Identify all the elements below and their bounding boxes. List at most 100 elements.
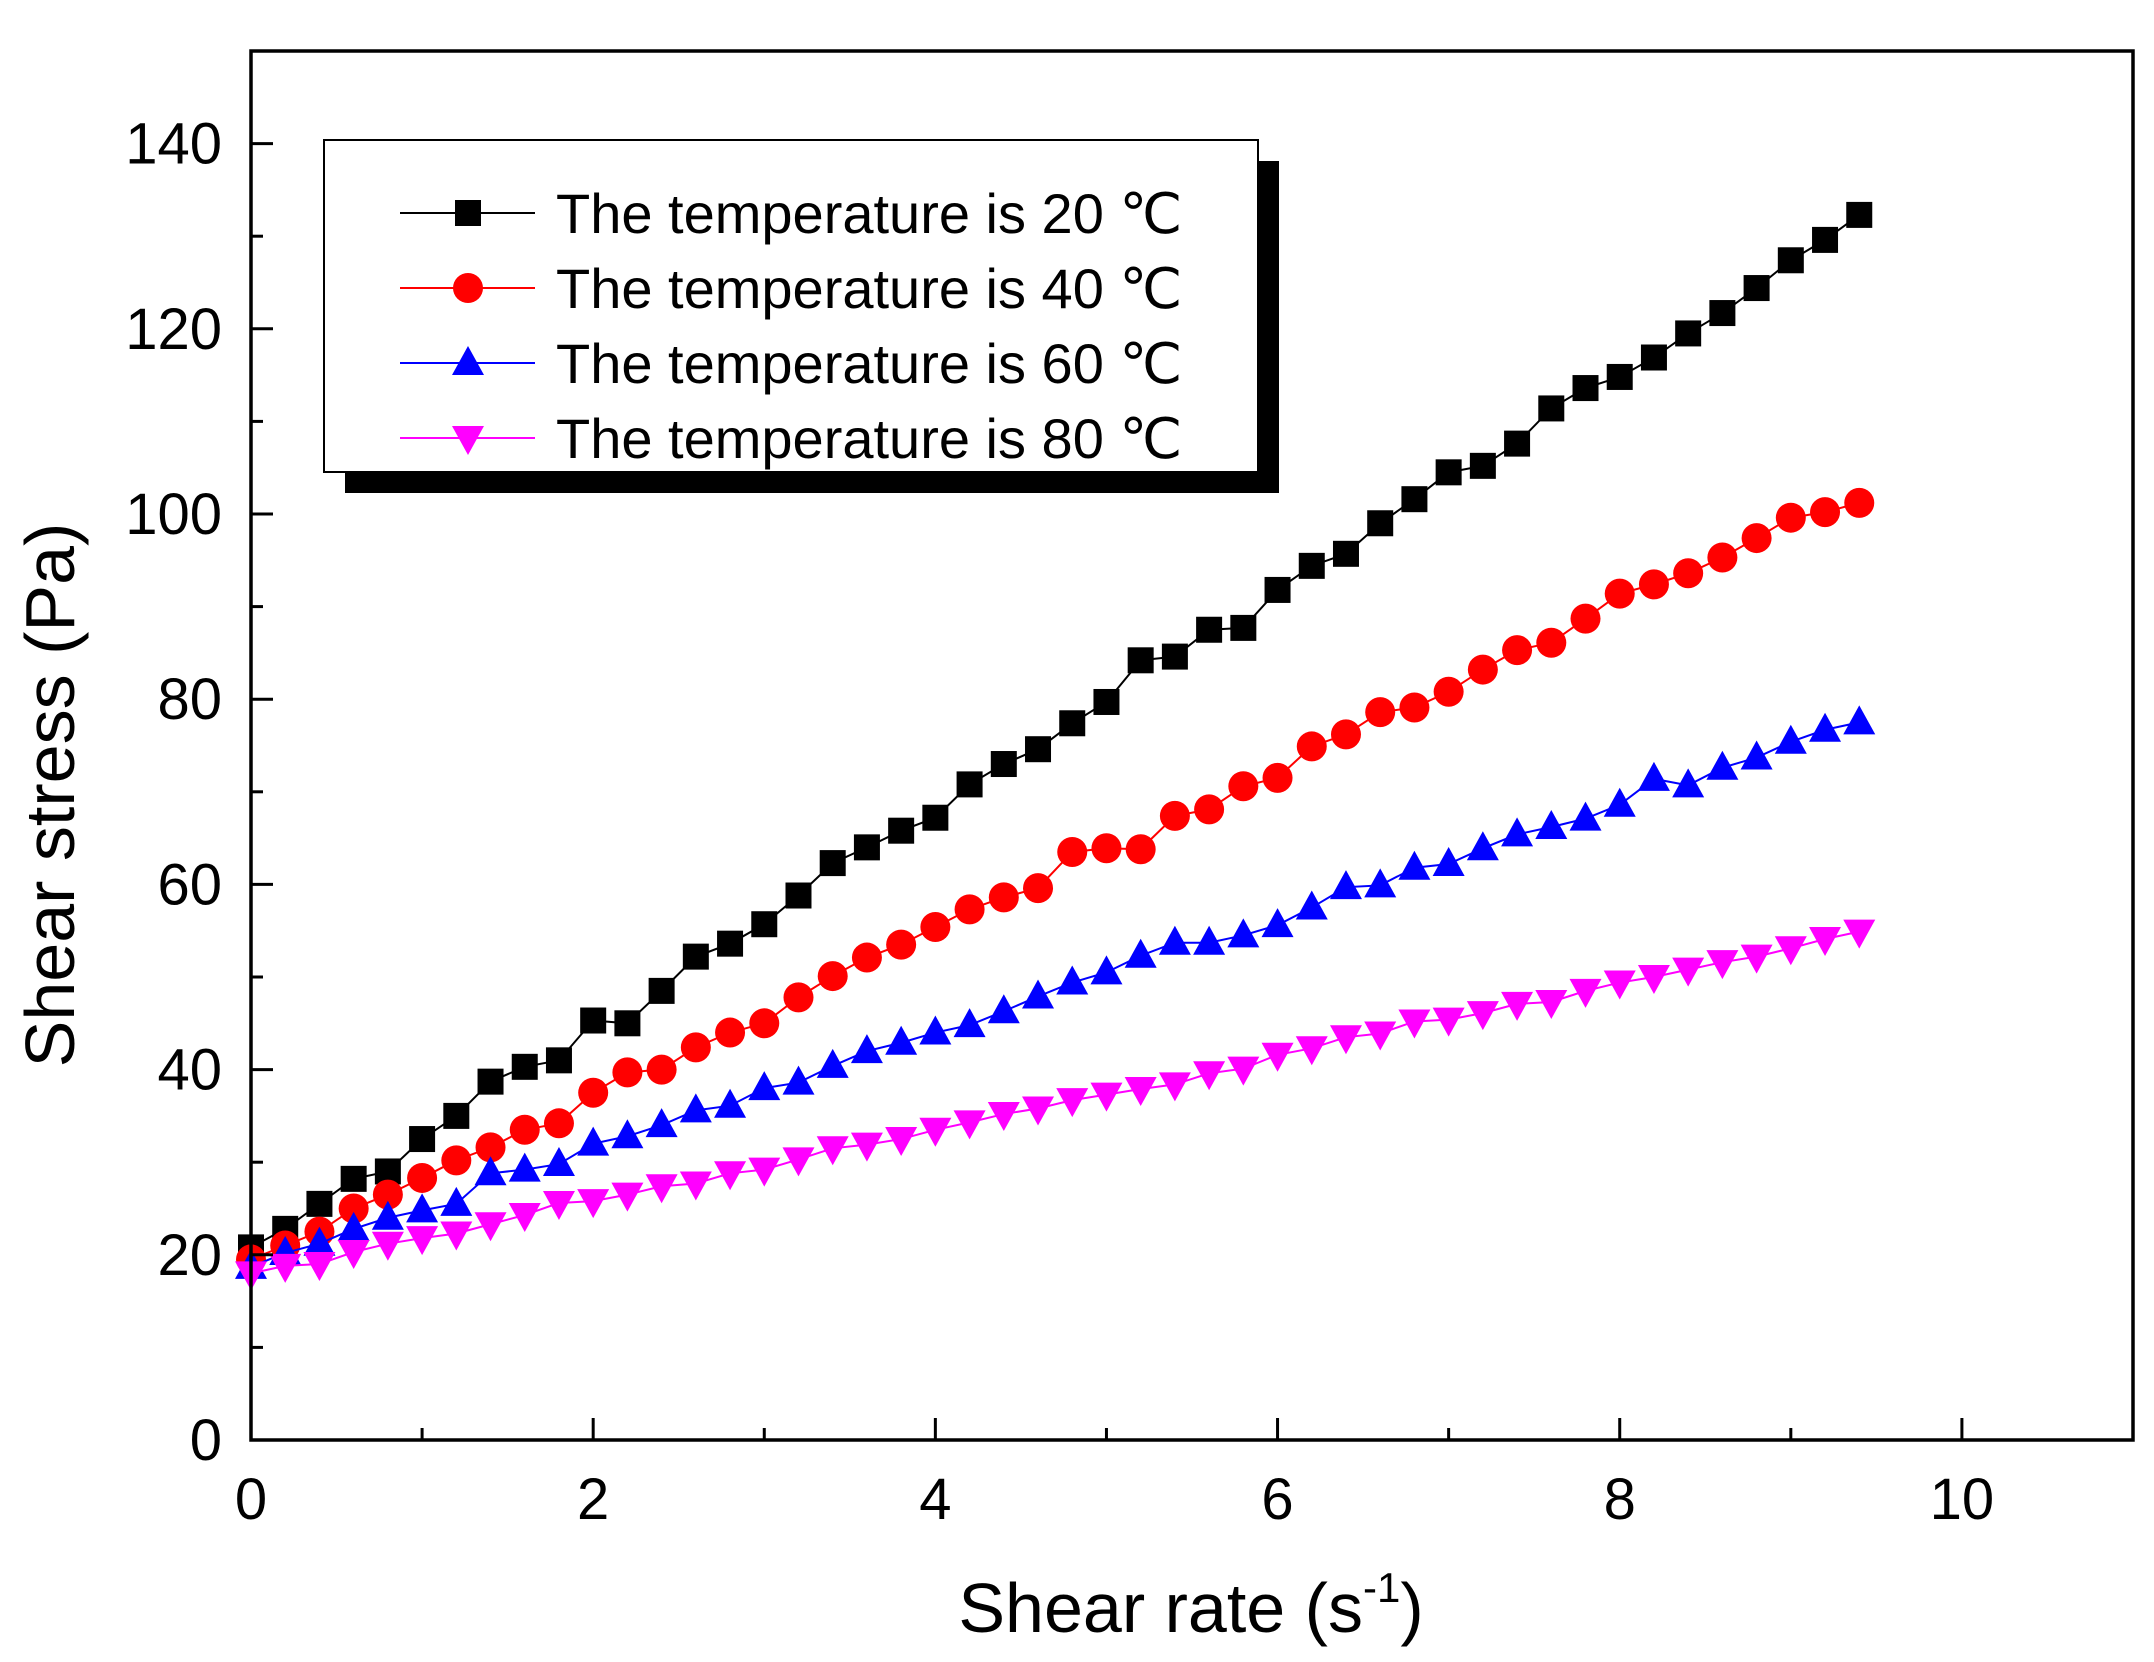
series-60c-point bbox=[337, 1211, 370, 1241]
series-40c-point bbox=[1810, 497, 1841, 528]
series-20c-point bbox=[1777, 247, 1804, 274]
series-20c-point bbox=[614, 1010, 641, 1037]
series-60c-point bbox=[1809, 712, 1842, 742]
series-40c-point bbox=[1604, 578, 1635, 609]
series-80c-point bbox=[1398, 1009, 1431, 1039]
series-80c-point bbox=[816, 1136, 849, 1166]
series-60c-point bbox=[1398, 850, 1431, 880]
x-tick-label: 0 bbox=[235, 1467, 267, 1532]
series-20c-point bbox=[853, 834, 880, 861]
series-60c-point bbox=[1227, 918, 1260, 948]
series-40c-point bbox=[1844, 487, 1875, 518]
series-60c-point bbox=[953, 1008, 986, 1038]
series-60c-point bbox=[1637, 761, 1670, 791]
series-80c-point bbox=[1295, 1036, 1328, 1066]
series-40c-point bbox=[1467, 654, 1498, 685]
series-60c-point bbox=[919, 1015, 952, 1045]
series-20c-point bbox=[340, 1165, 367, 1192]
y-tick-label: 0 bbox=[190, 1408, 222, 1473]
series-40c bbox=[236, 487, 1875, 1275]
legend-label-80c: The temperature is 80 ℃ bbox=[556, 407, 1182, 470]
series-40c-point bbox=[1330, 719, 1361, 750]
y-axis-title: Shear stress (Pa) bbox=[11, 523, 89, 1068]
series-60c-point bbox=[440, 1186, 473, 1216]
series-80c-point bbox=[1022, 1096, 1055, 1126]
series-40c-point bbox=[543, 1108, 574, 1139]
series-80c-point bbox=[885, 1127, 918, 1157]
legend-label-20c: The temperature is 20 ℃ bbox=[556, 182, 1182, 245]
series-60c-point bbox=[816, 1048, 849, 1078]
series-20c-point bbox=[1743, 275, 1770, 302]
series-40c-point bbox=[1502, 635, 1533, 666]
legend-box bbox=[323, 139, 1259, 473]
series-80c-point bbox=[714, 1161, 747, 1191]
series-60c-point bbox=[782, 1065, 815, 1095]
y-tick-label: 100 bbox=[125, 482, 222, 547]
series-80c-point bbox=[1637, 965, 1670, 994]
series-60c bbox=[235, 705, 1876, 1279]
series-80c-point bbox=[1706, 950, 1739, 980]
series-20c-point bbox=[545, 1047, 572, 1074]
series-60c-point bbox=[577, 1126, 610, 1156]
series-20c-point bbox=[1538, 395, 1565, 422]
series-40c-point bbox=[817, 961, 848, 992]
series-60c-point bbox=[508, 1152, 541, 1182]
series-80c-point bbox=[782, 1147, 815, 1177]
series-40c-point bbox=[1775, 502, 1806, 533]
x-tick-label: 10 bbox=[1930, 1467, 1995, 1532]
series-80c-point bbox=[953, 1110, 986, 1140]
series-40c-point bbox=[578, 1077, 609, 1108]
series-80c-point bbox=[1227, 1056, 1260, 1086]
series-40c-point bbox=[988, 882, 1019, 913]
series-20c-point bbox=[819, 850, 846, 877]
series-20c-point bbox=[1059, 710, 1086, 737]
series-80c-point bbox=[1466, 1001, 1499, 1031]
series-80c-point bbox=[1056, 1088, 1089, 1118]
series-40c-point bbox=[1399, 692, 1430, 723]
series-20c-point bbox=[1640, 344, 1667, 371]
series-40c-point bbox=[920, 911, 951, 942]
series-40c-point bbox=[851, 942, 882, 973]
series-20c-point bbox=[717, 930, 744, 957]
legend-marker-60c bbox=[452, 346, 484, 375]
series-40c-point bbox=[1228, 771, 1259, 802]
series-60c-point bbox=[645, 1108, 678, 1138]
series-80c-point bbox=[1535, 990, 1568, 1020]
series-20c-point bbox=[511, 1053, 538, 1080]
series-20c-point bbox=[1093, 688, 1120, 715]
series-60c-point bbox=[1740, 740, 1773, 770]
series-40c-point bbox=[1638, 569, 1669, 600]
series-20c-point bbox=[990, 751, 1017, 778]
series-20c-point bbox=[306, 1190, 333, 1217]
series-60c-point bbox=[1261, 908, 1294, 938]
series-80c-point bbox=[1364, 1021, 1397, 1051]
series-60c-point bbox=[1672, 768, 1705, 798]
series-20c-point bbox=[751, 911, 778, 938]
series-60c-point bbox=[406, 1193, 439, 1223]
series-20c-point bbox=[888, 817, 915, 844]
series-80c-point bbox=[1432, 1007, 1465, 1037]
series-80c-point bbox=[611, 1182, 644, 1212]
x-tick-label: 8 bbox=[1604, 1467, 1636, 1532]
series-80c-point bbox=[440, 1221, 473, 1251]
series-40c-point bbox=[407, 1162, 438, 1193]
series-40c-point bbox=[1091, 833, 1122, 864]
series-80c-point bbox=[1603, 970, 1636, 1000]
series-80c bbox=[235, 919, 1876, 1291]
series-80c-point bbox=[987, 1102, 1020, 1132]
series-80c-point bbox=[1124, 1077, 1157, 1107]
series-60c-point bbox=[1124, 938, 1157, 968]
series-80c-point bbox=[371, 1231, 404, 1261]
series-80c-point bbox=[1740, 944, 1773, 974]
series-80c-point bbox=[269, 1253, 302, 1283]
legend: The temperature is 20 ℃ The temperature … bbox=[323, 139, 1279, 493]
series-40c-point bbox=[372, 1179, 403, 1210]
series-80c-point bbox=[1501, 991, 1534, 1021]
series-40c-point bbox=[1057, 836, 1088, 867]
series-20c-point bbox=[1298, 552, 1325, 579]
series-60c-point bbox=[748, 1071, 781, 1101]
legend-marker-80c bbox=[452, 426, 484, 455]
series-layer bbox=[235, 201, 1876, 1291]
series-40c-point bbox=[509, 1114, 540, 1145]
